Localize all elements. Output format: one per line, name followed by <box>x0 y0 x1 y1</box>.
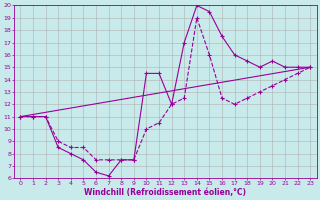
X-axis label: Windchill (Refroidissement éolien,°C): Windchill (Refroidissement éolien,°C) <box>84 188 246 197</box>
